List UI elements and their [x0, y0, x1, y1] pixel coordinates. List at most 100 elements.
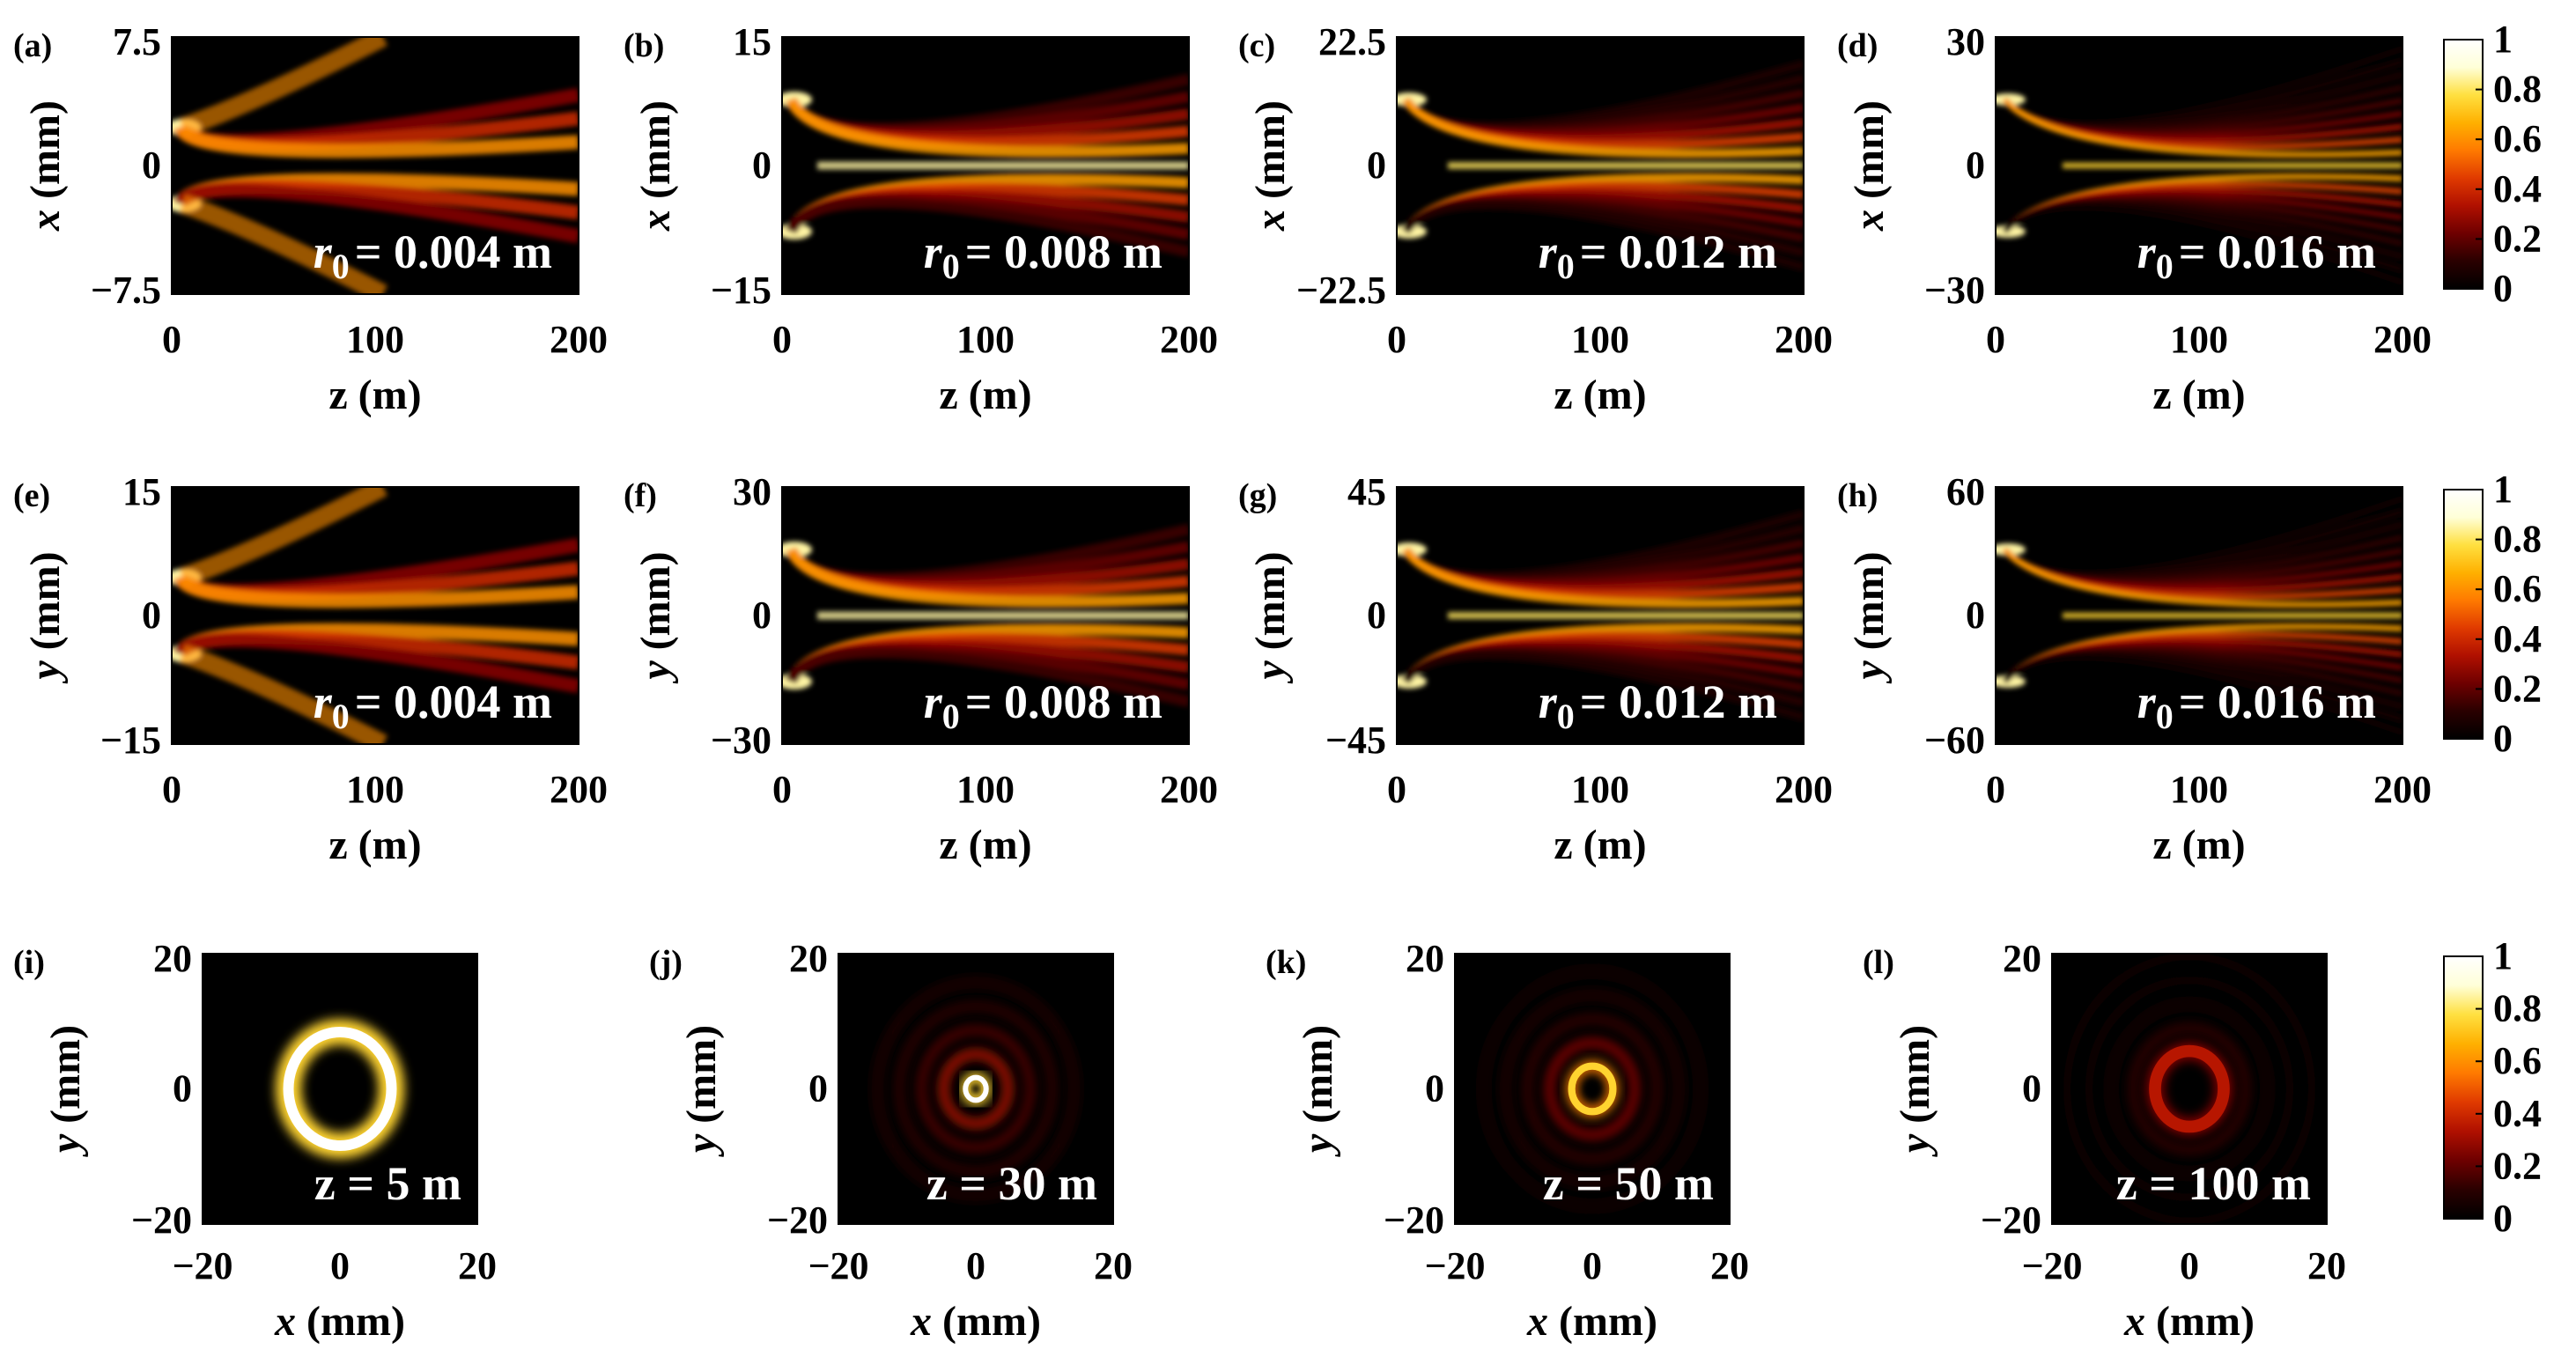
- beam-ray: [2002, 97, 2403, 159]
- x-tick-label: 0: [2180, 1244, 2199, 1287]
- y-tick-label: 0: [808, 1067, 828, 1110]
- x-tick-label: 20: [1710, 1244, 1749, 1287]
- beam-ray: [785, 97, 1189, 158]
- y-tick-label: −7.5: [91, 269, 161, 312]
- x-tick-label: 200: [550, 768, 608, 811]
- diffraction-ring: [1479, 967, 1706, 1211]
- diffraction-ring: [2129, 1023, 2250, 1154]
- plot-frame: [1995, 36, 2403, 295]
- colorbar-tick-label: 0.8: [2493, 68, 2542, 111]
- y-tick-label: 45: [1347, 470, 1386, 513]
- beam-pattern: [1397, 59, 1804, 272]
- x-tick-label: 100: [1571, 318, 1629, 361]
- colorbar-tick-label: 0.8: [2493, 518, 2542, 561]
- x-tick-label: 0: [1986, 768, 2005, 811]
- x-axis-label: x (mm): [2123, 1298, 2255, 1345]
- panel-label-j: (j): [649, 944, 683, 981]
- beam-ray: [173, 183, 579, 244]
- x-tick-label: 20: [458, 1244, 497, 1287]
- ring-pattern: [2063, 954, 2316, 1224]
- panel-i: (i) 20 0 −20−20 0 20 x (mm) y (mm) z = 5 m: [13, 937, 497, 1345]
- x-tick-label: 100: [2170, 768, 2228, 811]
- beam-pattern: [172, 487, 579, 744]
- y-axis-label: y (mm): [1892, 1025, 1938, 1157]
- y-tick-label: −60: [1924, 719, 1985, 762]
- main-ring: [1568, 1062, 1617, 1116]
- beam-ray: [1401, 97, 1804, 159]
- beam-ray: [173, 574, 579, 608]
- x-tick-label: 0: [1387, 318, 1406, 361]
- heatmap-background: [172, 487, 579, 744]
- diffraction-ring: [917, 1025, 1035, 1153]
- y-tick-label: 0: [2022, 1067, 2041, 1110]
- colorbar-2: 1 0.8 0.6 0.4 0.2 0: [2443, 468, 2542, 760]
- colorbar-tick-label: 0: [2493, 1197, 2513, 1240]
- x-tick-label: 100: [1571, 768, 1629, 811]
- x-tick-label: 0: [330, 1244, 350, 1287]
- x-tick-label: 100: [956, 318, 1015, 361]
- colorbar-gradient: [2443, 39, 2484, 290]
- x-tick-label: 0: [162, 768, 181, 811]
- diffraction-ring: [2107, 999, 2272, 1178]
- x-axis-label: x (mm): [274, 1298, 405, 1345]
- plot-frame: [1396, 36, 1805, 295]
- x-tick-label: 200: [1160, 768, 1218, 811]
- y-axis-label: x (mm): [1846, 100, 1893, 232]
- x-tick-label: 100: [346, 318, 404, 361]
- x-tick-label: 100: [2170, 318, 2228, 361]
- y-tick-label: 7.5: [113, 20, 161, 63]
- x-axis-label: z (m): [1554, 822, 1646, 868]
- x-tick-label: 100: [956, 768, 1015, 811]
- y-axis-label: y (mm): [22, 551, 69, 683]
- x-axis-label: z (m): [939, 372, 1031, 418]
- x-tick-label: 200: [2373, 318, 2432, 361]
- x-axis-label: z (m): [2152, 822, 2245, 868]
- x-tick-label: −20: [172, 1244, 233, 1287]
- diffraction-ring: [1523, 1014, 1662, 1163]
- panel-label-a: (a): [13, 27, 52, 64]
- plot-frame: [2051, 953, 2328, 1225]
- r0-annotation: r0 = 0.016 m: [2137, 675, 2376, 736]
- beam-pattern: [1996, 495, 2403, 736]
- dark-core: [321, 1068, 358, 1110]
- x-tick-label: 200: [1775, 768, 1833, 811]
- beam-ray: [1401, 547, 1804, 608]
- x-axis-label: z (m): [328, 822, 421, 868]
- y-tick-label: 0: [1425, 1067, 1444, 1110]
- y-axis-label: y (mm): [1295, 1025, 1341, 1157]
- x-tick-label: 0: [772, 768, 792, 811]
- x-tick-label: 200: [550, 318, 608, 361]
- beam-ray: [173, 124, 579, 159]
- r0-annotation: r0 = 0.008 m: [924, 225, 1163, 286]
- x-tick-label: 0: [966, 1244, 985, 1287]
- panel-label-k: (k): [1266, 944, 1306, 981]
- diffraction-ring: [1545, 1038, 1640, 1139]
- y-tick-label: −30: [1924, 269, 1985, 312]
- r0-annotation: r0 = 0.004 m: [314, 225, 552, 286]
- dark-core: [1584, 1080, 1600, 1097]
- beam-ray: [785, 547, 1189, 608]
- y-tick-label: 15: [733, 20, 771, 63]
- beam-pattern: [1397, 509, 1804, 722]
- colorbar-tick-label: 0.6: [2493, 1039, 2542, 1082]
- y-tick-label: −20: [1384, 1198, 1444, 1242]
- panel-label-h: (h): [1837, 477, 1878, 514]
- beam-ray: [2002, 547, 2403, 608]
- y-tick-label: −15: [100, 719, 161, 762]
- colorbar-1: 1 0.8 0.6 0.4 0.2 0: [2443, 18, 2542, 310]
- x-tick-label: −20: [1424, 1244, 1485, 1287]
- beam-ray: [2002, 204, 2403, 286]
- r0-annotation: r0 = 0.004 m: [314, 675, 552, 736]
- y-axis-label: y (mm): [1247, 551, 1294, 683]
- y-axis-label: x (mm): [1247, 100, 1294, 232]
- panel-label-g: (g): [1238, 477, 1277, 514]
- ring-pattern: [275, 1019, 405, 1159]
